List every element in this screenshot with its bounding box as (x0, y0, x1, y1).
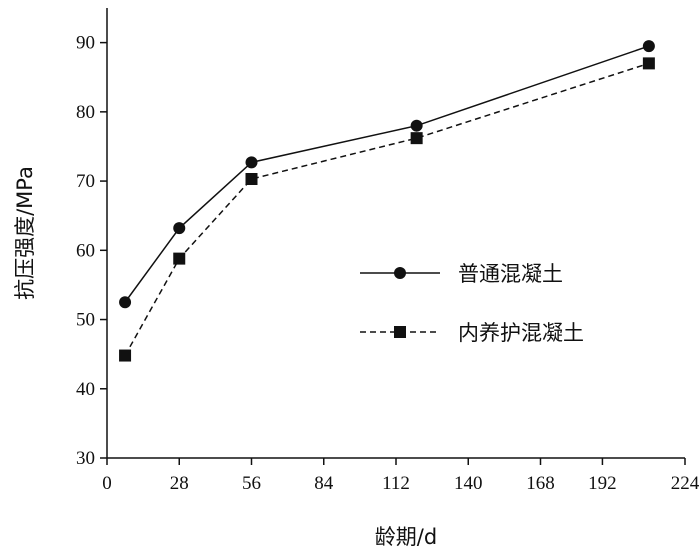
legend-label-ordinary: 普通混凝土 (458, 262, 563, 286)
x-tick-label: 140 (454, 473, 483, 494)
legend: 普通混凝土 内养护混凝土 (360, 262, 584, 345)
data-point-square (119, 349, 132, 362)
series-line-ordinary (124, 45, 650, 303)
axes (106, 8, 685, 459)
series-line-internal-curing (124, 62, 650, 356)
legend-item-ordinary: 普通混凝土 (360, 262, 563, 286)
x-tick-label: 112 (382, 473, 410, 494)
tick-group: 30 40 50 60 70 80 90 0 28 56 84 112 140 168 192 224 (76, 33, 700, 494)
data-point-circle (410, 119, 423, 132)
y-tick-label: 70 (76, 171, 95, 192)
data-point-circle (173, 222, 186, 235)
legend-marker-circle (394, 267, 406, 279)
legend-label-internal-curing: 内养护混凝土 (458, 321, 584, 345)
y-axis-title: 抗压强度/MPa (13, 166, 37, 300)
data-point-circle (642, 40, 655, 53)
x-tick-label: 0 (102, 473, 112, 494)
y-tick-label: 30 (76, 448, 95, 469)
x-tick-label: 168 (526, 473, 555, 494)
x-axis-title: 龄期/d (375, 525, 437, 549)
y-tick-label: 50 (76, 310, 95, 331)
data-point-square (173, 252, 186, 265)
x-tick-label: 28 (170, 473, 189, 494)
data-point-circle (119, 296, 132, 309)
y-tick-label: 40 (76, 379, 95, 400)
x-tick-label: 224 (671, 473, 700, 494)
x-tick-label: 84 (314, 473, 334, 494)
legend-marker-square (394, 326, 406, 338)
y-tick-label: 90 (76, 33, 95, 54)
data-point-square (245, 173, 258, 185)
data-point-square (410, 132, 423, 145)
y-tick-label: 80 (76, 102, 95, 123)
legend-item-internal-curing: 内养护混凝土 (360, 321, 584, 345)
x-tick-label: 192 (588, 473, 617, 494)
data-point-circle (245, 156, 258, 169)
series-group (119, 40, 655, 362)
x-tick-label: 56 (242, 473, 261, 494)
y-tick-label: 60 (76, 240, 95, 261)
data-point-square (642, 57, 655, 70)
